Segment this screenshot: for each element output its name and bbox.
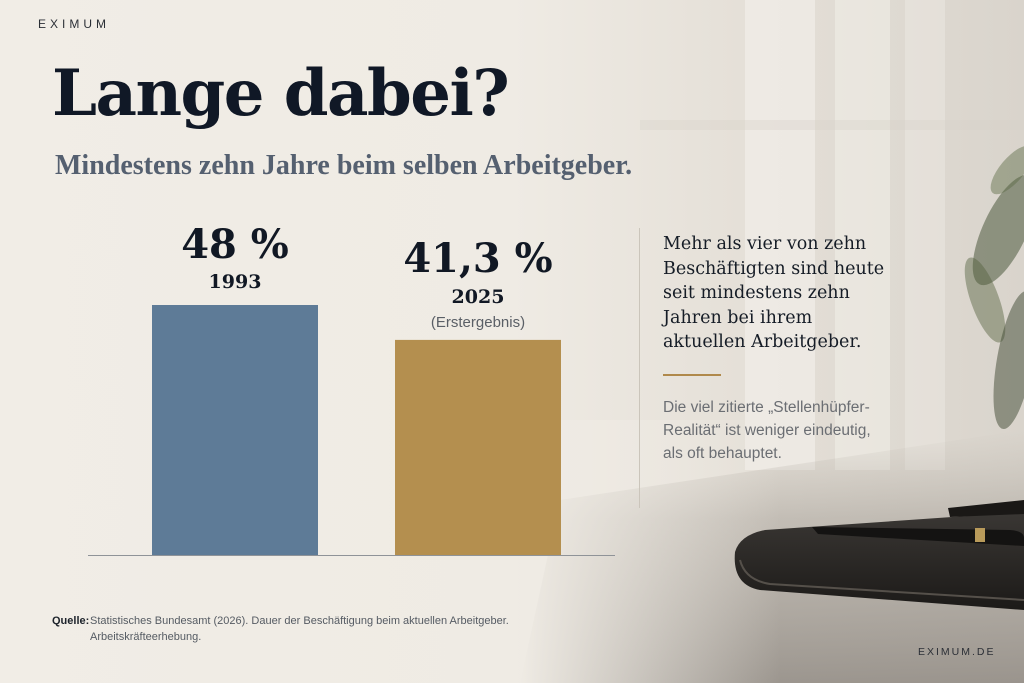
key-statement: Mehr als vier von zehn Beschäftigten sin… [663, 234, 885, 352]
value-label: 41,3 % [403, 235, 552, 282]
source-label: Quelle: [52, 615, 90, 627]
category-label: 1993 [209, 271, 262, 293]
accent-divider [663, 374, 721, 376]
brand-logo: EXIMUM [38, 17, 110, 31]
chart-title: Lange dabei? [52, 56, 510, 131]
chart-subtitle: Mindestens zehn Jahre beim selben Arbeit… [55, 150, 633, 181]
secondary-statement: Die viel zitierte „Stellenhüpfer-Realitä… [663, 399, 871, 462]
bar-2025 [395, 339, 561, 555]
value-label: 48 % [181, 221, 289, 268]
website-url: EXIMUM.DE [918, 646, 996, 658]
bar-1993 [152, 305, 318, 555]
vertical-divider [639, 228, 640, 508]
bar-note: (Erstergebnis) [431, 314, 525, 331]
category-label: 2025 [452, 286, 505, 308]
source-text: Statistisches Bundesamt (2026). Dauer de… [90, 615, 509, 643]
bar-chart: 1993 48 % (Erstergebnis) 2025 41,3 % [88, 221, 615, 556]
